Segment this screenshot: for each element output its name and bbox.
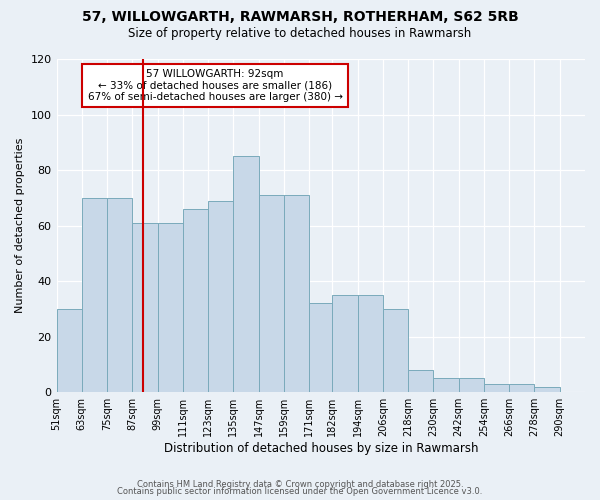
Bar xyxy=(208,200,233,392)
Y-axis label: Number of detached properties: Number of detached properties xyxy=(15,138,25,314)
Bar xyxy=(433,378,458,392)
X-axis label: Distribution of detached houses by size in Rawmarsh: Distribution of detached houses by size … xyxy=(164,442,478,455)
Text: Contains public sector information licensed under the Open Government Licence v3: Contains public sector information licen… xyxy=(118,487,482,496)
Bar xyxy=(332,295,358,392)
Bar xyxy=(484,384,509,392)
Bar xyxy=(509,384,535,392)
Bar xyxy=(358,295,383,392)
Bar xyxy=(535,386,560,392)
Bar xyxy=(458,378,484,392)
Text: 57 WILLOWGARTH: 92sqm
← 33% of detached houses are smaller (186)
67% of semi-det: 57 WILLOWGARTH: 92sqm ← 33% of detached … xyxy=(88,69,343,102)
Bar xyxy=(183,209,208,392)
Bar xyxy=(158,223,183,392)
Bar xyxy=(383,309,408,392)
Text: 57, WILLOWGARTH, RAWMARSH, ROTHERHAM, S62 5RB: 57, WILLOWGARTH, RAWMARSH, ROTHERHAM, S6… xyxy=(82,10,518,24)
Text: Contains HM Land Registry data © Crown copyright and database right 2025.: Contains HM Land Registry data © Crown c… xyxy=(137,480,463,489)
Bar xyxy=(408,370,433,392)
Bar xyxy=(309,304,332,392)
Bar xyxy=(82,198,107,392)
Bar xyxy=(56,309,82,392)
Text: Size of property relative to detached houses in Rawmarsh: Size of property relative to detached ho… xyxy=(128,28,472,40)
Bar xyxy=(107,198,133,392)
Bar xyxy=(233,156,259,392)
Bar xyxy=(133,223,158,392)
Bar xyxy=(284,195,309,392)
Bar xyxy=(259,195,284,392)
